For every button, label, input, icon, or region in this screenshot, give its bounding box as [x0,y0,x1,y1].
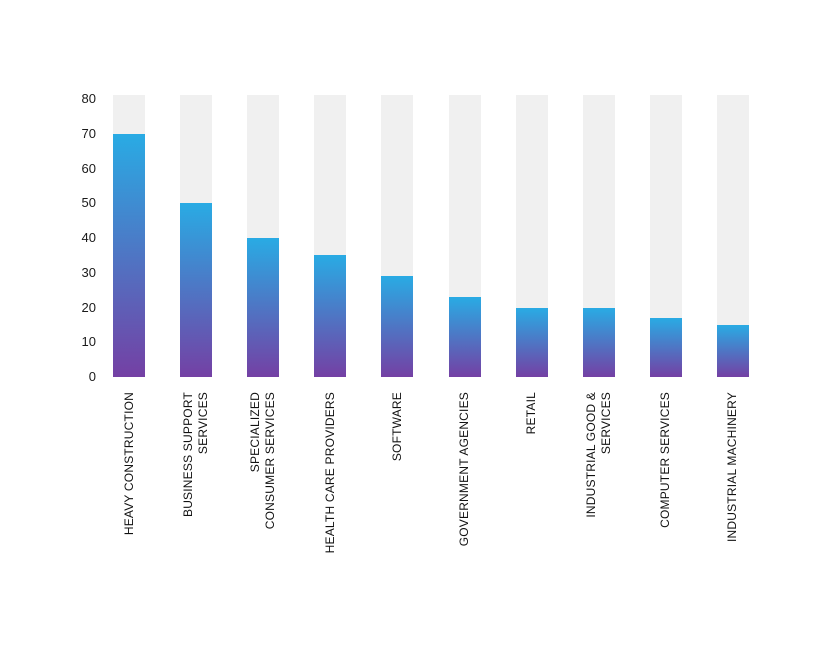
bar-government-agencies [448,297,481,377]
y-axis-tick-label: 30 [81,264,96,280]
x-category-label: SPECIALIZED CONSUMER SERVICES [248,392,278,530]
bar-software [381,276,414,377]
y-axis-tick-label: 40 [81,230,96,245]
bar-health-care-providers [314,255,347,377]
x-category-label: INDUSTRIAL MACHINERY [725,392,740,543]
y-axis-tick-label: 70 [81,125,96,141]
x-category-label: SOFTWARE [389,392,404,462]
bar-computer-services [649,317,682,377]
y-axis-tick-label: 80 [81,91,96,106]
y-axis-tick-label: 10 [81,334,96,350]
x-category-label: BUSINESS SUPPORT SERVICES [181,392,211,518]
y-axis-tick-label: 20 [81,299,96,315]
bar-heavy-construction [113,133,145,377]
x-category-label: GOVERNMENT AGENCIES [457,392,471,547]
bar-business-support-services [180,203,213,377]
x-category-label: HEAVY CONSTRUCTION [121,392,136,536]
bar-industrial-good-services [582,307,615,377]
y-axis-tick-label: 50 [81,195,96,211]
x-category-label: COMPUTER SERVICES [658,392,673,528]
bar-retail [515,307,548,377]
y-axis-tick-label: 60 [81,160,96,176]
x-category-label: RETAIL [524,392,539,435]
bar-industrial-machinery [716,324,749,377]
bar-specialized-consumer-services [247,238,280,377]
x-category-label: HEALTH CARE PROVIDERS [322,392,337,554]
x-category-label: INDUSTRIAL GOOD & SERVICES [583,392,613,518]
y-axis-tick-label: 0 [88,369,96,384]
